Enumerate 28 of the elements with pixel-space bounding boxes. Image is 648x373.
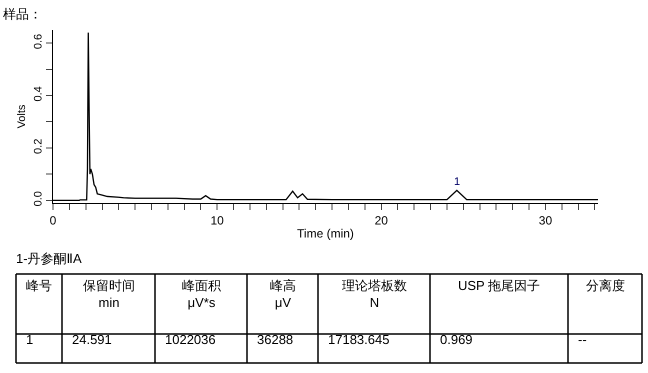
- y-tick-label: 0.4: [32, 86, 45, 102]
- text: USP 拖尾因子: [458, 278, 540, 293]
- line-series: [53, 32, 598, 202]
- chart-title: 样品：: [3, 6, 42, 22]
- text: 1022036: [165, 332, 216, 347]
- x-tick-label: 20: [374, 213, 388, 228]
- text: 峰面积 μV*s: [182, 278, 221, 310]
- text: 峰号: [26, 278, 52, 293]
- text: 峰高 μV: [270, 278, 296, 310]
- y-axis-title: Volts: [16, 104, 28, 128]
- text: 理论塔板数 N: [342, 278, 407, 310]
- annotation: 1: [454, 176, 460, 188]
- text: 1: [26, 332, 34, 347]
- text: 36288: [257, 332, 294, 347]
- x-tick-label: 30: [538, 213, 552, 228]
- text: 1-丹参酮ⅡA: [16, 251, 82, 266]
- x-tick-label: 0: [50, 213, 57, 228]
- text: 分离度: [586, 278, 625, 293]
- text: 0.969: [440, 332, 473, 347]
- text: 保留时间 min: [83, 278, 135, 310]
- text: 24.591: [72, 332, 112, 347]
- x-axis-title: Time (min): [297, 226, 354, 240]
- text: 17183.645: [328, 332, 390, 347]
- text: --: [578, 332, 587, 347]
- y-tick-label: 0.6: [32, 34, 45, 50]
- y-tick-label: 0.0: [32, 191, 45, 206]
- x-tick-label: 10: [210, 213, 224, 228]
- y-tick-label: 0.2: [32, 138, 45, 154]
